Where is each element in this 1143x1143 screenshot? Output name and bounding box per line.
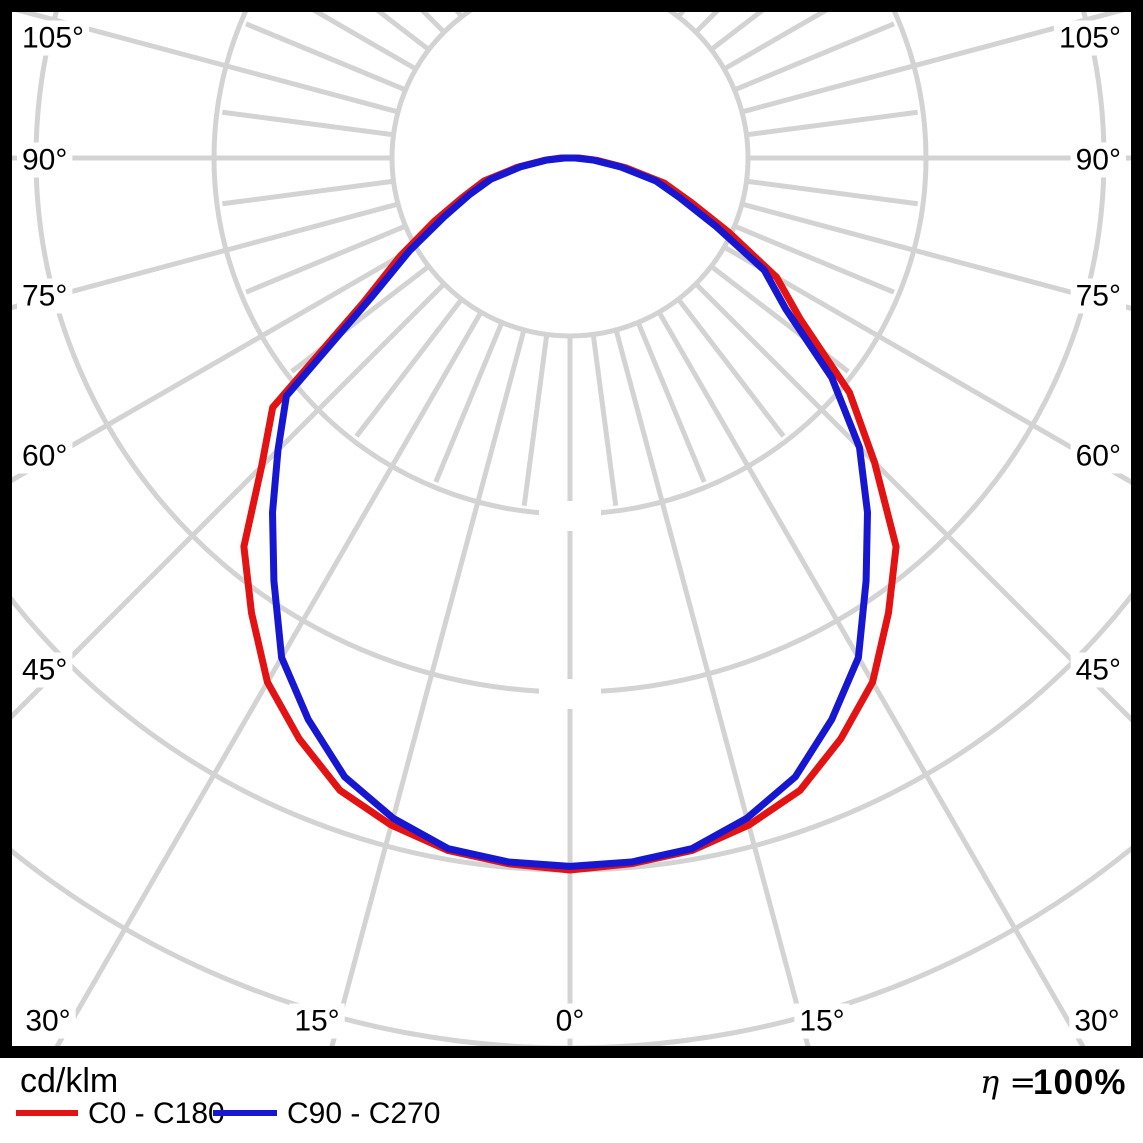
grid-spoke-minor — [733, 223, 895, 295]
chart-frame — [0, 0, 1143, 1058]
legend-label-c0-c180: C0 - C180 — [88, 1097, 225, 1130]
grid-spoke-major — [656, 310, 1087, 1048]
angle-label: 45° — [22, 654, 67, 687]
grid-spoke-major — [15, 12, 399, 115]
angle-label-mask — [1069, 1003, 1125, 1039]
axis-value-gaps — [539, 501, 601, 709]
angle-label-mask — [17, 278, 73, 314]
angle-label-mask — [1070, 142, 1126, 178]
axis-value-gap — [539, 679, 601, 709]
angle-label: 45° — [1076, 654, 1121, 687]
grid-spoke-major — [328, 329, 527, 1048]
grid-spoke-minor — [222, 178, 394, 207]
grid-spoke-major — [741, 201, 1131, 311]
angle-label: 60° — [22, 440, 67, 473]
intensity-curves — [240, 154, 900, 874]
grid-spoke-minor — [733, 21, 895, 93]
angle-label-mask — [550, 1003, 590, 1039]
grid-spoke-minor — [590, 334, 619, 506]
angle-label: 90° — [1076, 144, 1121, 177]
grid-spoke-minor — [746, 109, 918, 138]
angle-label: 75° — [1076, 280, 1121, 313]
grid-spoke-minor — [433, 321, 505, 483]
grid-spoke-minor — [222, 109, 394, 138]
grid-spoke-major — [722, 244, 1131, 485]
grid-spoke-minor — [746, 178, 918, 207]
angle-label-mask — [289, 1003, 345, 1039]
grid-spoke-major — [12, 201, 399, 311]
angle-label-mask — [17, 438, 73, 474]
grid-spoke-major — [694, 282, 1131, 723]
angle-label: 105° — [1059, 22, 1121, 55]
grid-spoke-major — [12, 282, 446, 720]
angle-label-mask — [20, 1003, 76, 1039]
grid-spoke-major — [613, 329, 812, 1048]
angle-label-mask — [1070, 278, 1126, 314]
angle-labels: 105° 90° 75° 60° 45° 105° 90° 75° 60° 45° 30° 15° 0°… — [17, 20, 1126, 1039]
grid-spoke-major — [741, 12, 1125, 115]
grid-spoke-minor — [375, 12, 431, 52]
angle-label-mask — [1053, 20, 1126, 56]
grid-spoke-minor — [676, 297, 786, 438]
axis-value-gap — [539, 501, 601, 531]
angle-label: 105° — [22, 22, 84, 55]
angle-label: 90° — [22, 144, 67, 177]
grid-spoke-minor — [709, 12, 765, 52]
angle-label-mask — [17, 142, 73, 178]
angle-label-mask — [17, 20, 90, 56]
grid-spoke-major — [12, 244, 418, 484]
units-label: cd/klm — [20, 1062, 118, 1100]
angle-label: 0° — [556, 1005, 585, 1038]
angle-label: 60° — [1076, 440, 1121, 473]
legend-label-c90-c270: C90 - C270 — [287, 1097, 440, 1130]
grid-spoke-minor — [635, 321, 707, 483]
angle-label-mask — [794, 1003, 850, 1039]
grid-spoke-minor — [245, 223, 407, 295]
angle-label-mask — [17, 652, 73, 688]
angle-label: 75° — [22, 280, 67, 313]
curve-c90-c270 — [269, 154, 871, 870]
efficiency-symbol: η = — [980, 1063, 1036, 1101]
angle-label-mask — [1070, 652, 1126, 688]
angle-label: 15° — [799, 1005, 844, 1038]
grid-spoke-minor — [354, 297, 464, 438]
efficiency-value: 100% — [1033, 1063, 1127, 1102]
angle-label: 15° — [294, 1005, 339, 1038]
grid-spoke-minor — [521, 334, 550, 506]
angle-label: 30° — [25, 1005, 70, 1038]
angle-label-mask — [1070, 438, 1126, 474]
angle-label: 30° — [1074, 1005, 1119, 1038]
grid-spoke-minor — [245, 21, 407, 93]
